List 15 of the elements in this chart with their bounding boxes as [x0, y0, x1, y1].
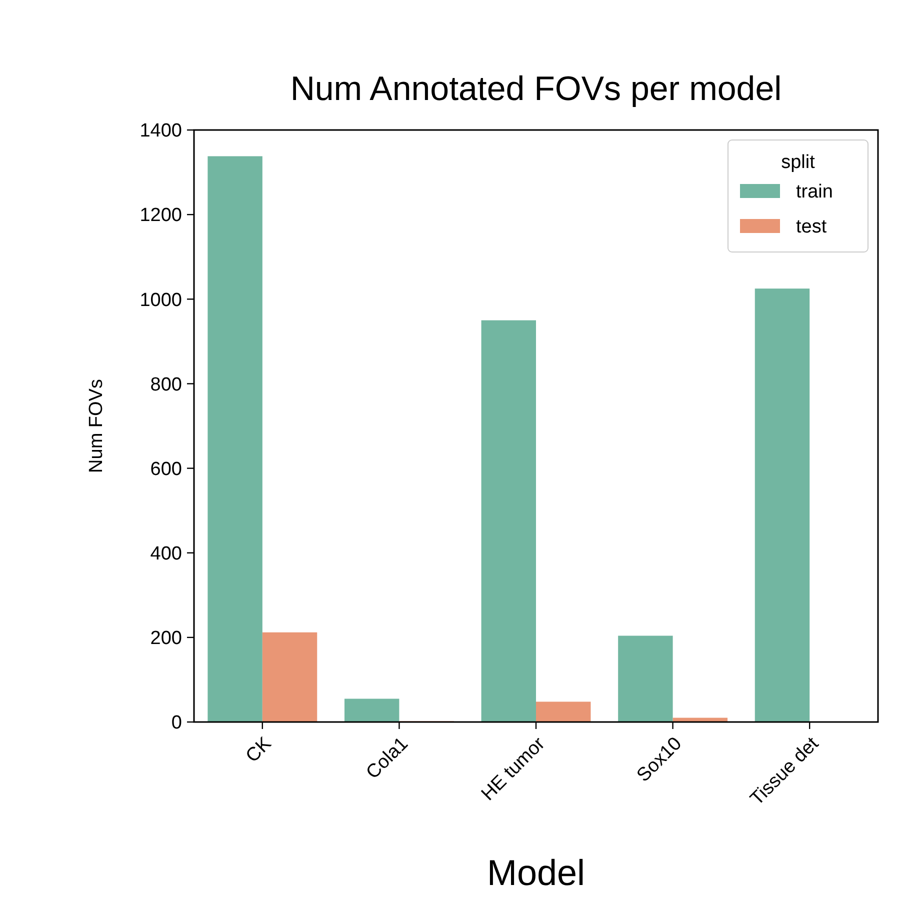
y-tick-label: 200 — [150, 628, 182, 650]
y-tick-label: 0 — [171, 712, 182, 734]
y-axis-title: Num FOVs — [86, 379, 107, 473]
legend-label: train — [796, 182, 833, 203]
y-tick-label: 1000 — [140, 290, 182, 311]
chart-title: Num Annotated FOVs per model — [290, 70, 782, 108]
y-tick-label: 600 — [150, 458, 182, 480]
x-axis-title: Model — [486, 852, 586, 893]
y-tick-label: 400 — [150, 544, 182, 565]
legend-label: test — [796, 216, 828, 238]
y-tick-label: 1400 — [140, 120, 182, 142]
x-tick-label: CK — [242, 733, 276, 767]
y-tick-label: 1200 — [140, 205, 182, 226]
legend-title: split — [781, 152, 816, 173]
y-tick-label: 800 — [150, 374, 182, 396]
